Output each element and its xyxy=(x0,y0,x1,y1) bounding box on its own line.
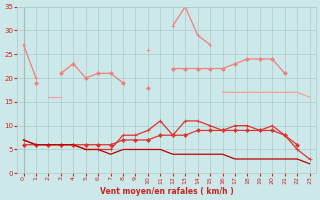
X-axis label: Vent moyen/en rafales ( km/h ): Vent moyen/en rafales ( km/h ) xyxy=(100,187,234,196)
